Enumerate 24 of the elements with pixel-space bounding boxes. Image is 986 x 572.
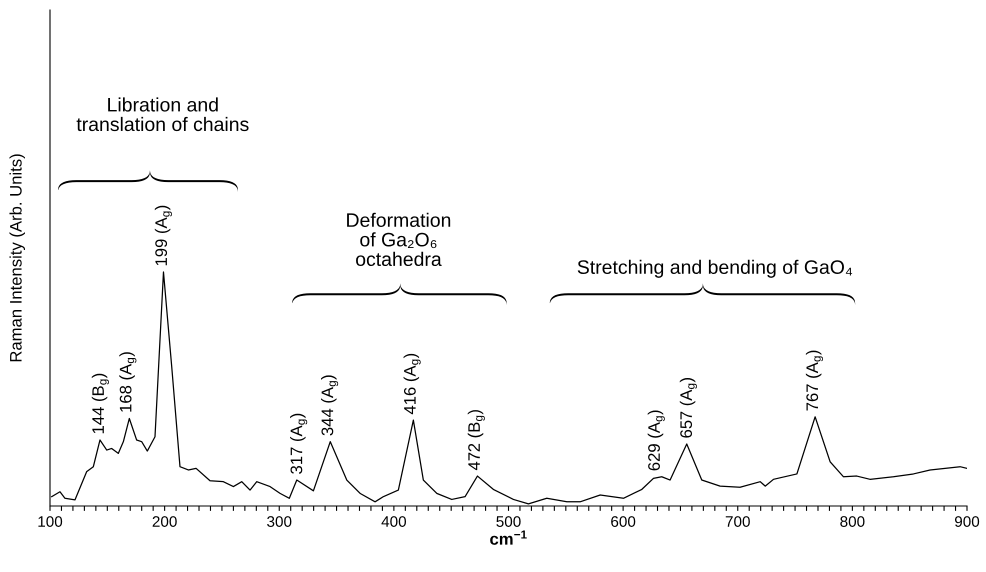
x-tick-label: 600	[611, 516, 636, 527]
x-tick-label: 400	[381, 516, 406, 527]
x-tick-label: 900	[954, 516, 980, 527]
annotation: 416 (A$_{g}$)	[404, 354, 421, 414]
annotation: 199 (A$_{g}$)	[154, 206, 172, 266]
x-tick-label: 200	[152, 516, 177, 527]
x-tick-label: 700	[726, 516, 750, 527]
annotation: 657 (A$_{g}$)	[680, 378, 697, 438]
text: Deformation of Ga₂O₆ octahedra	[347, 212, 450, 266]
annotation: 317 (A$_{g}$)	[290, 414, 308, 474]
x-axis-title: cm$^{−1}$	[490, 530, 527, 545]
annotation: 629 (A$_{g}$)	[648, 410, 665, 470]
annotation: 472 (B$_{g}$)	[468, 410, 485, 470]
annotation: 168 (A$_{g}$)	[119, 352, 136, 412]
annotation: Stretching and bending of GaO₄	[578, 260, 852, 278]
annotation: 767 (A$_{g}$)	[806, 350, 824, 410]
annotation: 344 (A$_{g}$)	[321, 375, 338, 436]
annotation: 144 (B$_{g}$)	[92, 374, 109, 434]
x-tick-label: 500	[496, 516, 521, 527]
x-tick-label: 300	[267, 516, 292, 527]
y-axis-title: Raman Intensity (Arb. Units)	[9, 154, 25, 362]
text: Libration and translation of chains	[76, 97, 249, 132]
x-tick-label: 800	[840, 516, 865, 527]
x-tick-label: 100	[38, 516, 62, 527]
